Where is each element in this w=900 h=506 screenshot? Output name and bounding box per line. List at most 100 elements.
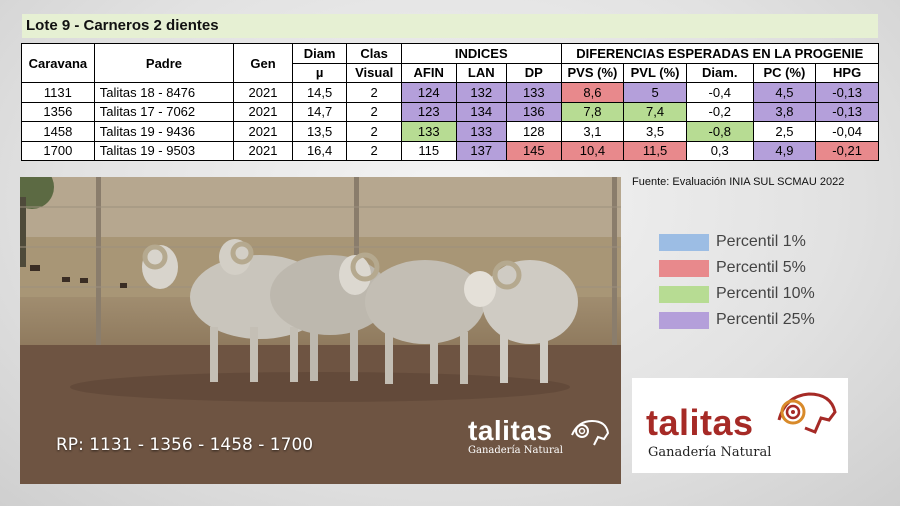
header-lan: LAN: [455, 62, 508, 83]
brand-logo-tagline: Ganadería Natural: [648, 445, 772, 460]
cell-gen: 2021: [233, 140, 293, 161]
cell-pvs: 7,8: [560, 101, 625, 122]
header-diam: Diam: [291, 43, 348, 64]
brand-logo-word: talitas: [646, 402, 754, 443]
header-clas-visual: Visual: [346, 62, 402, 83]
table-row: 1131 Talitas 18 - 8476 2021 14,5 2 124 1…: [21, 82, 879, 103]
header-diferencias: DIFERENCIAS ESPERADAS EN LA PROGENIE: [560, 43, 880, 64]
rp-caption: RP: 1131 - 1356 - 1458 - 1700: [56, 435, 314, 455]
photo-logo-tagline: Ganadería Natural: [468, 445, 563, 456]
cell-afin: 123: [400, 101, 457, 122]
legend-label: Percentil 1%: [716, 233, 806, 250]
ram-logo-icon: [571, 419, 610, 446]
legend-swatch: [659, 259, 709, 277]
header-caravana: Caravana: [21, 43, 95, 83]
header-hpg: HPG: [815, 62, 879, 83]
cell-diam: 16,4: [291, 140, 348, 161]
table-row: 1458 Talitas 19 - 9436 2021 13,5 2 133 1…: [21, 121, 879, 142]
cell-diam2: 0,3: [685, 140, 754, 161]
legend-item: Percentil 25%: [659, 307, 815, 333]
cell-caravana: 1356: [21, 101, 95, 122]
cell-afin: 124: [400, 82, 457, 103]
fence-post: [612, 177, 617, 347]
legend-label: Percentil 5%: [716, 259, 806, 276]
cell-padre: Talitas 17 - 7062: [93, 101, 235, 122]
cell-pvl: 3,5: [623, 121, 687, 142]
ram-logo-icon: [777, 392, 837, 434]
cell-lan: 132: [455, 82, 508, 103]
cell-clas: 2: [346, 101, 402, 122]
header-indices: INDICES: [400, 43, 562, 64]
evaluation-table: Caravana Padre Gen Diam Clas INDICES DIF…: [21, 43, 880, 161]
cell-gen: 2021: [233, 101, 293, 122]
lot-title: Lote 9 - Carneros 2 dientes: [22, 14, 878, 38]
table-row: 1700 Talitas 19 - 9503 2021 16,4 2 115 1…: [21, 140, 879, 161]
brand-logo: talitas Ganadería Natural: [632, 378, 848, 473]
cell-diam: 14,5: [291, 82, 348, 103]
cell-pvs: 8,6: [560, 82, 625, 103]
cell-afin: 115: [400, 140, 457, 161]
header-gen: Gen: [233, 43, 293, 83]
cell-hpg: -0,13: [815, 101, 879, 122]
cell-pvl: 5: [623, 82, 687, 103]
percentile-legend: Percentil 1% Percentil 5% Percentil 10% …: [659, 229, 815, 333]
cell-gen: 2021: [233, 82, 293, 103]
cell-pvs: 10,4: [560, 140, 625, 161]
cell-gen: 2021: [233, 121, 293, 142]
cell-pc: 4,5: [752, 82, 817, 103]
tree: [20, 177, 54, 209]
header-dp: DP: [506, 62, 562, 83]
legend-swatch: [659, 233, 709, 251]
header-afin: AFIN: [400, 62, 457, 83]
legend-label: Percentil 25%: [716, 311, 815, 328]
cell-lan: 134: [455, 101, 508, 122]
cell-pvl: 7,4: [623, 101, 687, 122]
source-note: Fuente: Evaluación INIA SUL SCMAU 2022: [632, 176, 845, 188]
cell-clas: 2: [346, 121, 402, 142]
header-diam-unit: µ: [291, 62, 348, 83]
ram: [464, 260, 578, 383]
legend-swatch: [659, 285, 709, 303]
cell-caravana: 1700: [21, 140, 95, 161]
cell-caravana: 1131: [21, 82, 95, 103]
legend-label: Percentil 10%: [716, 285, 815, 302]
photo-watermark-logo: talitas Ganadería Natural: [468, 415, 610, 456]
cell-pc: 4,9: [752, 140, 817, 161]
cell-clas: 2: [346, 82, 402, 103]
cell-dp: 128: [506, 121, 562, 142]
table-header-row: Caravana Padre Gen Diam Clas INDICES DIF…: [21, 43, 880, 83]
ram: [339, 252, 485, 384]
cell-pc: 2,5: [752, 121, 817, 142]
legend-swatch: [659, 311, 709, 329]
cell-pvs: 3,1: [560, 121, 625, 142]
cell-clas: 2: [346, 140, 402, 161]
cell-diam2: -0,2: [685, 101, 754, 122]
cell-diam2: -0,4: [685, 82, 754, 103]
photo-logo-word: talitas: [468, 415, 553, 446]
cell-lan: 137: [455, 140, 508, 161]
cell-dp: 133: [506, 82, 562, 103]
cell-diam: 13,5: [291, 121, 348, 142]
legend-item: Percentil 10%: [659, 281, 815, 307]
header-clas: Clas: [346, 43, 402, 64]
cell-dp: 136: [506, 101, 562, 122]
header-diam2: Diam.: [685, 62, 754, 83]
cell-hpg: -0,04: [815, 121, 879, 142]
cell-diam: 14,7: [291, 101, 348, 122]
header-pc: PC (%): [752, 62, 817, 83]
cell-padre: Talitas 19 - 9503: [93, 140, 235, 161]
cell-afin: 133: [400, 121, 457, 142]
cell-hpg: -0,13: [815, 82, 879, 103]
rams-photo: RP: 1131 - 1356 - 1458 - 1700 talitas Ga…: [20, 177, 621, 484]
pasture-scene: [20, 177, 621, 484]
legend-item: Percentil 1%: [659, 229, 815, 255]
legend-item: Percentil 5%: [659, 255, 815, 281]
header-pvl: PVL (%): [623, 62, 687, 83]
cell-caravana: 1458: [21, 121, 95, 142]
table-row: 1356 Talitas 17 - 7062 2021 14,7 2 123 1…: [21, 101, 879, 122]
cell-diam2: -0,8: [685, 121, 754, 142]
cell-hpg: -0,21: [815, 140, 879, 161]
cell-lan: 133: [455, 121, 508, 142]
cell-padre: Talitas 18 - 8476: [93, 82, 235, 103]
cell-dp: 145: [506, 140, 562, 161]
